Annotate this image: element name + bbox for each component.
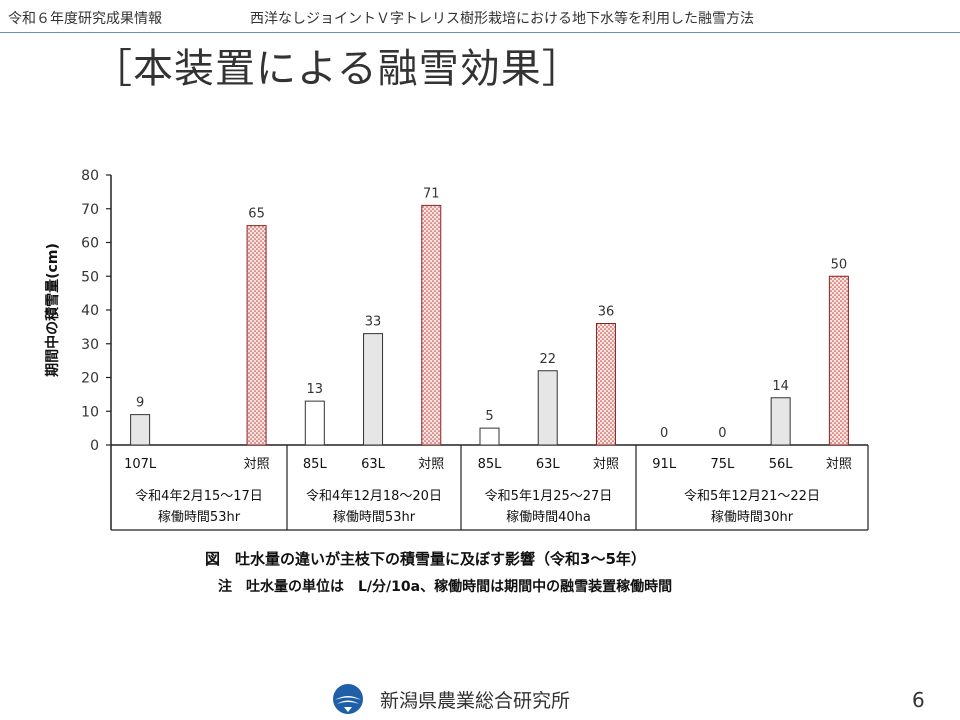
data-label: 13 xyxy=(307,382,324,397)
data-label: 36 xyxy=(598,305,615,320)
y-tick-label: 20 xyxy=(81,371,99,387)
group-runtime-label: 稼働時間40ha xyxy=(506,510,591,525)
data-label: 0 xyxy=(660,426,668,441)
data-label: 65 xyxy=(248,207,265,222)
group-period-label: 令和5年12月21～22日 xyxy=(684,489,820,504)
slide-title: ［本装置による融雪効果］ xyxy=(92,46,583,92)
niigata-prefecture-logo-icon xyxy=(333,684,363,714)
x-category-label: 107L xyxy=(124,457,157,472)
x-category-label: 63L xyxy=(536,457,561,472)
slide-header: 令和６年度研究成果情報 西洋なしジョイントＶ字トレリス樹形栽培における地下水等を… xyxy=(0,0,960,34)
x-category-label: 63L xyxy=(361,457,386,472)
x-category-label: 75L xyxy=(711,457,736,472)
y-tick-label: 0 xyxy=(90,438,99,454)
data-label: 50 xyxy=(831,257,848,272)
x-category-label: 対照 xyxy=(593,457,619,472)
y-tick-label: 70 xyxy=(81,202,99,218)
group-runtime-label: 稼働時間30hr xyxy=(711,510,794,525)
y-axis-label: 期間中の積雪量(cm) xyxy=(44,243,61,377)
page-number: 6 xyxy=(912,688,925,712)
x-category-label: 対照 xyxy=(244,457,270,472)
header-topic: 西洋なしジョイントＶ字トレリス樹形栽培における地下水等を利用した融雪方法 xyxy=(250,11,754,27)
x-category-label: 対照 xyxy=(826,457,852,472)
figure-note: 注 吐水量の単位は L/分/10a、稼働時間は期間中の融雪装置稼働時間 xyxy=(218,579,673,595)
footer-organization: 新潟県農業総合研究所 xyxy=(380,690,571,712)
data-label: 71 xyxy=(423,186,440,201)
y-tick-label: 30 xyxy=(81,337,99,353)
data-label: 5 xyxy=(485,409,493,424)
bar xyxy=(130,414,151,446)
x-category-label: 91L xyxy=(652,457,677,472)
y-tick-label: 50 xyxy=(81,269,99,285)
figure-caption: 図 吐水量の違いが主枝下の積雪量に及ぼす影響（令和3～5年） xyxy=(205,550,646,568)
bar xyxy=(479,427,500,446)
x-category-label: 対照 xyxy=(418,457,444,472)
data-label: 9 xyxy=(136,396,144,411)
bar xyxy=(828,275,849,446)
header-report-title: 令和６年度研究成果情報 xyxy=(8,11,162,27)
y-tick-label: 10 xyxy=(81,404,99,420)
y-tick-label: 60 xyxy=(81,236,99,252)
data-label: 33 xyxy=(365,315,382,330)
bar xyxy=(304,400,325,446)
bar xyxy=(595,323,616,446)
group-runtime-label: 稼働時間53hr xyxy=(333,510,416,525)
y-tick-label: 80 xyxy=(81,168,99,184)
group-period-label: 令和5年1月25～27日 xyxy=(485,489,613,504)
bar xyxy=(421,204,442,446)
group-period-label: 令和4年2月15～17日 xyxy=(135,489,263,504)
x-category-label: 85L xyxy=(478,457,503,472)
bar xyxy=(246,225,267,446)
group-period-label: 令和4年12月18～20日 xyxy=(306,489,442,504)
x-category-label: 85L xyxy=(303,457,328,472)
bar xyxy=(537,370,558,446)
data-label: 14 xyxy=(772,379,789,394)
data-label: 22 xyxy=(539,352,556,367)
header-divider xyxy=(0,32,960,33)
y-tick-label: 40 xyxy=(81,303,99,319)
x-category-label: 56L xyxy=(769,457,794,472)
data-label: 0 xyxy=(718,426,726,441)
group-runtime-label: 稼働時間53hr xyxy=(158,510,241,525)
bar xyxy=(363,333,384,446)
bar xyxy=(770,397,791,446)
